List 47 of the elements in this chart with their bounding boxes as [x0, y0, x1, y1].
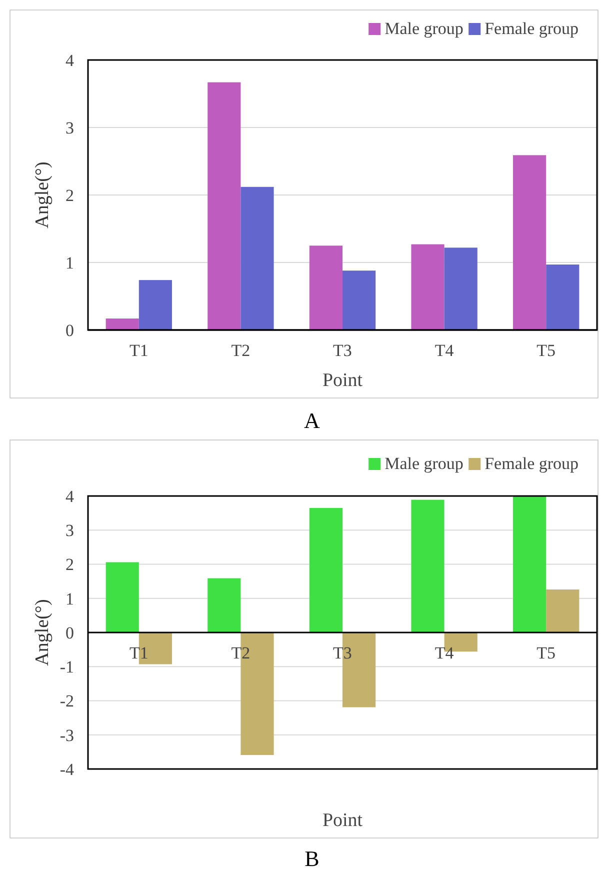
y-tick-label: 1 — [66, 589, 74, 608]
x-tick-label: T1 — [129, 341, 148, 360]
y-tick-label: 4 — [66, 50, 74, 70]
legend-label: Female group — [484, 19, 579, 38]
bar — [342, 270, 376, 330]
bar — [411, 500, 444, 632]
legend-label: Female group — [484, 454, 579, 473]
bar — [546, 264, 580, 330]
bar — [546, 590, 580, 632]
text: A — [304, 408, 320, 433]
x-tick-label: T2 — [231, 341, 250, 360]
y-axis-title: Angle(°) — [32, 162, 53, 228]
y-tick-label: -3 — [60, 726, 74, 745]
bar — [138, 280, 172, 330]
bar — [309, 508, 342, 632]
y-tick-label: -1 — [60, 658, 74, 677]
y-tick-label: 2 — [66, 555, 74, 574]
x-axis-title: Point — [322, 810, 364, 831]
bar — [240, 186, 274, 330]
bar — [309, 246, 342, 330]
x-tick-label: T5 — [536, 341, 556, 360]
bar — [411, 244, 444, 330]
x-tick-label: T4 — [434, 644, 454, 662]
y-tick-label: 4 — [66, 486, 74, 506]
y-axis-title: Angle(°) — [32, 599, 53, 666]
legend-label: Male group — [384, 454, 464, 473]
y-tick-label: -2 — [60, 692, 74, 711]
bar — [208, 578, 241, 632]
y-tick-label: 2 — [66, 186, 74, 205]
bar — [106, 318, 139, 330]
bar — [444, 248, 478, 330]
x-tick-label: T4 — [434, 341, 454, 360]
y-tick-label: 3 — [66, 118, 74, 138]
y-tick-label: 3 — [66, 521, 74, 540]
x-tick-label: T3 — [333, 341, 352, 360]
y-tick-label: 0 — [66, 623, 74, 642]
bar — [513, 496, 546, 632]
bar — [513, 155, 546, 330]
y-tick-label: 0 — [66, 320, 74, 340]
legend-label: Male group — [384, 19, 464, 38]
x-axis-title: Point — [322, 370, 364, 391]
x-tick-label: T5 — [536, 644, 556, 662]
y-tick-label: -4 — [60, 760, 74, 779]
text: B — [304, 846, 320, 871]
bar — [208, 82, 241, 330]
bar — [106, 562, 139, 632]
y-tick-label: 1 — [66, 253, 74, 272]
